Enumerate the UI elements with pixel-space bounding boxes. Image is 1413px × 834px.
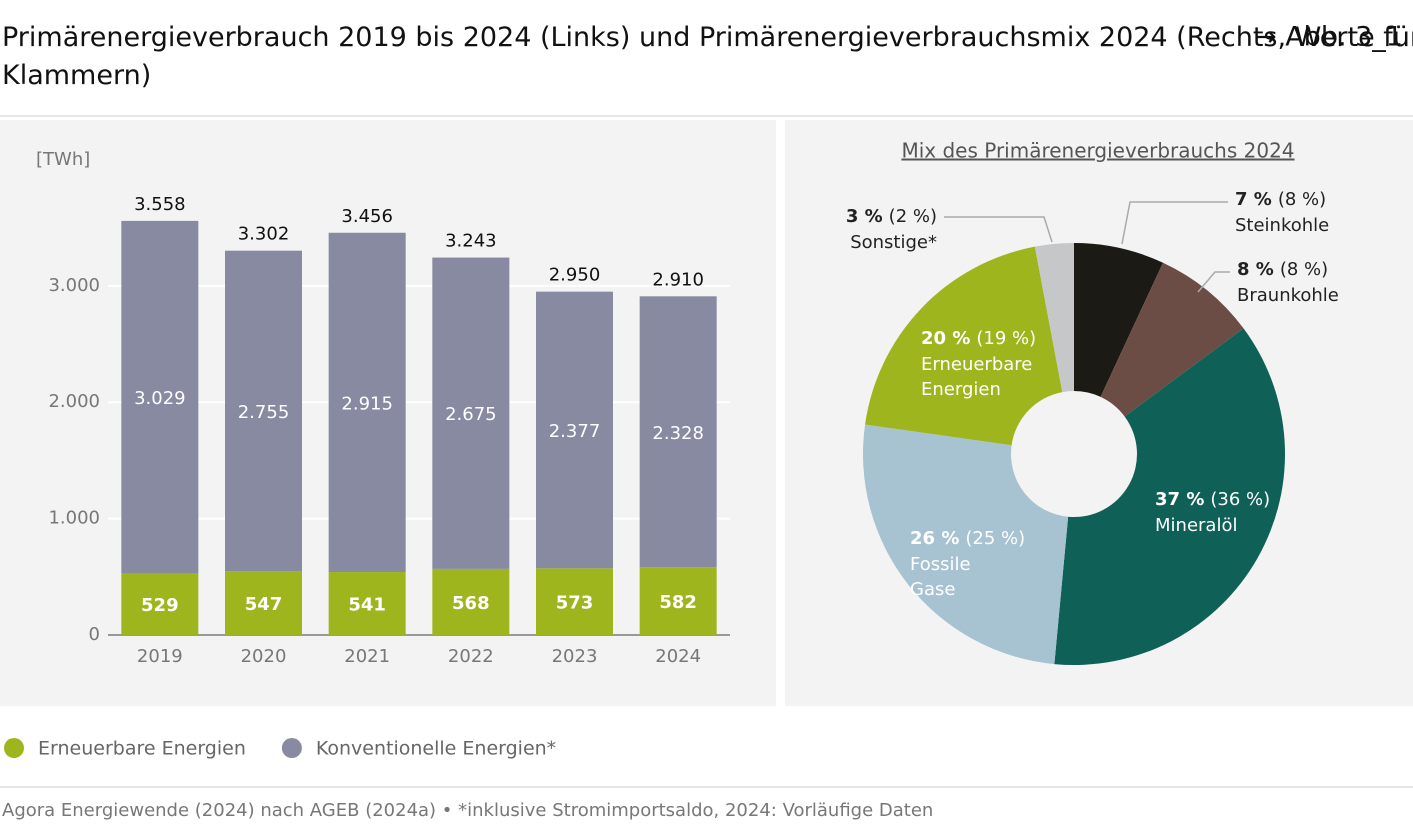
- x-tick-label: 2022: [448, 646, 494, 667]
- bar-value-label: 2.915: [341, 393, 393, 414]
- y-tick-label: 2.000: [48, 391, 100, 412]
- bar-value-label: 541: [348, 595, 386, 616]
- slice-pct: 8 %: [1237, 259, 1274, 280]
- slice-pct: 7 %: [1235, 189, 1272, 210]
- x-tick-label: 2021: [344, 646, 390, 667]
- slice-pct: 37 %: [1155, 489, 1204, 510]
- slice-value: 20 % (19 %): [921, 328, 1036, 349]
- bar-segment: [328, 232, 406, 573]
- x-tick-label: 2020: [241, 646, 287, 667]
- slice-prev: (25 %): [965, 528, 1025, 549]
- legend-swatch: [4, 738, 24, 758]
- slice-pct: 26 %: [910, 528, 959, 549]
- slice-value: 3 % (2 %): [846, 206, 937, 227]
- slice-value: 7 % (8 %): [1235, 189, 1326, 210]
- bar-segment: [121, 220, 199, 574]
- bar-segment: [121, 573, 199, 635]
- legend-label: Erneuerbare Energien: [38, 738, 246, 760]
- bar-value-label: 529: [141, 595, 179, 616]
- slice-prev: (19 %): [976, 328, 1036, 349]
- slice-value: 37 % (36 %): [1155, 489, 1270, 510]
- pie-slice: [862, 424, 1069, 665]
- y-tick-label: 3.000: [48, 275, 100, 296]
- bar-value-label: 2.328: [652, 423, 704, 444]
- slice-value: 8 % (8 %): [1237, 259, 1328, 280]
- total-label: 3.243: [445, 231, 497, 252]
- bar-segment: [225, 571, 302, 635]
- total-label: 2.950: [549, 265, 601, 286]
- total-label: 3.302: [238, 224, 290, 245]
- bar-segment: [225, 250, 302, 572]
- bar-value-label: 2.755: [238, 402, 290, 423]
- total-label: 2.910: [652, 269, 704, 290]
- source: Agora Energiewende (2024) nach AGEB (202…: [2, 800, 933, 821]
- title-line: Primärenergieverbrauch 2019 bis 2024 (Li…: [2, 22, 1413, 91]
- leader-line: [1197, 271, 1230, 293]
- slice-value: 26 % (25 %): [910, 528, 1025, 549]
- figure-ref: → Abb. 3_1: [1254, 22, 1403, 53]
- bar-value-label: 582: [659, 592, 697, 613]
- leader-line: [944, 216, 1053, 243]
- bar-value-label: 547: [245, 594, 283, 615]
- total-label: 3.558: [134, 194, 186, 215]
- bar-value-label: 573: [556, 593, 594, 614]
- bar-segment: [639, 296, 717, 568]
- slice-name: Sonstige*: [850, 232, 937, 253]
- pie-slice: [1074, 243, 1164, 397]
- bar-segment: [432, 568, 510, 635]
- slice-name: Braunkohle: [1237, 285, 1339, 306]
- pie-slice: [1100, 262, 1244, 417]
- slice-name: Mineralöl: [1155, 515, 1237, 536]
- slice-name: Steinkohle: [1235, 215, 1329, 236]
- y-tick-label: 0: [89, 624, 100, 645]
- bar-value-label: 3.029: [134, 388, 186, 409]
- pie-slice: [1054, 328, 1286, 666]
- bar-segment: [328, 572, 406, 635]
- bar-segment: [432, 257, 510, 569]
- pie-title: Mix des Primärenergieverbrauchs 2024: [901, 139, 1294, 163]
- slice-prev: (8 %): [1278, 189, 1326, 210]
- pie-slice: [865, 246, 1063, 446]
- bar-segment: [536, 291, 613, 569]
- slice-name: Fossile Gase: [910, 554, 976, 600]
- pie-slice: [1034, 243, 1074, 393]
- slice-name: Erneuerbare Energien: [921, 354, 1038, 400]
- legend-swatch: [281, 738, 302, 758]
- slice-prev: (2 %): [889, 206, 937, 227]
- slice-pct: 3 %: [846, 206, 883, 227]
- bar-segment: [639, 567, 717, 635]
- total-label: 3.456: [341, 206, 393, 227]
- bar-value-label: 2.675: [445, 404, 497, 425]
- x-tick-label: 2019: [137, 646, 183, 667]
- bar-value-label: 2.377: [549, 421, 601, 442]
- slice-pct: 20 %: [921, 328, 970, 349]
- bar-segment: [536, 568, 613, 635]
- slice-prev: (8 %): [1280, 259, 1328, 280]
- bar-value-label: 568: [452, 593, 490, 614]
- leader-line: [1121, 201, 1228, 245]
- x-tick-label: 2023: [552, 646, 598, 667]
- x-tick-label: 2024: [655, 646, 701, 667]
- slice-prev: (36 %): [1210, 489, 1270, 510]
- y-tick-label: 1.000: [48, 508, 100, 529]
- legend-label: Konventionelle Energien*: [316, 738, 556, 760]
- y-axis-label: [TWh]: [36, 149, 90, 170]
